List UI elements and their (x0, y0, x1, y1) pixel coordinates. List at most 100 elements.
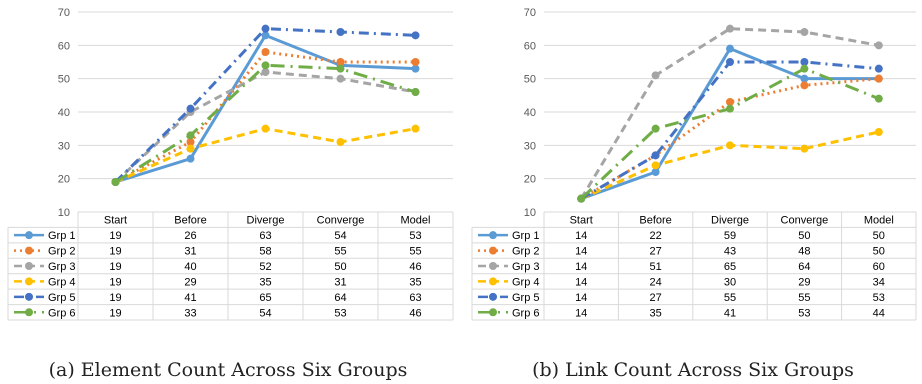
legend-label: Grp 6 (48, 307, 76, 319)
table-cell-value: 53 (873, 292, 885, 304)
table-cell-value: 14 (575, 261, 587, 273)
data-point (337, 28, 345, 36)
legend-label: Grp 4 (48, 276, 76, 288)
table-cell-value: 50 (334, 261, 346, 273)
x-category-label: Before (174, 215, 206, 227)
table-cell-value: 60 (873, 261, 885, 273)
table-cell-value: 19 (109, 246, 121, 258)
table-cell-value: 46 (409, 307, 421, 319)
data-point (187, 145, 195, 153)
x-category-label: Model (401, 215, 431, 227)
table-cell-value: 63 (409, 292, 421, 304)
series-line (116, 129, 416, 182)
legend-label: Grp 2 (512, 246, 540, 258)
table-cell-value: 34 (873, 276, 885, 288)
table-cell-value: 35 (409, 276, 421, 288)
data-point (875, 65, 883, 73)
data-point (412, 58, 420, 66)
legend-key-marker (25, 293, 33, 301)
data-point (726, 45, 734, 53)
data-point (726, 141, 734, 149)
legend-key-marker (25, 308, 33, 316)
legend-label: Grp 1 (48, 230, 76, 242)
legend-label: Grp 5 (512, 292, 540, 304)
table-cell-value: 22 (649, 230, 661, 242)
data-point (187, 131, 195, 139)
table-cell-value: 27 (649, 246, 661, 258)
caption-a: (a) Element Count Across Six Groups (49, 359, 408, 381)
table-cell-value: 40 (184, 261, 196, 273)
data-point (187, 105, 195, 113)
data-point (412, 125, 420, 133)
table-cell-value: 58 (259, 246, 271, 258)
series-line (581, 49, 879, 199)
y-tick-label: 70 (58, 7, 70, 19)
series-line (581, 79, 879, 199)
data-point (577, 195, 585, 203)
data-point (412, 31, 420, 39)
data-point (652, 151, 660, 159)
table-cell-value: 55 (334, 246, 346, 258)
y-tick-label: 70 (524, 7, 536, 19)
table-cell-value: 54 (334, 230, 346, 242)
data-point (800, 145, 808, 153)
table-cell-value: 35 (259, 276, 271, 288)
legend-key-marker (25, 247, 33, 255)
table-cell-value: 33 (184, 307, 196, 319)
table-cell-value: 31 (184, 246, 196, 258)
legend-key-marker (489, 277, 497, 285)
data-point (652, 161, 660, 169)
table-cell-value: 53 (334, 307, 346, 319)
y-tick-label: 20 (58, 174, 70, 186)
data-point (800, 28, 808, 36)
legend-label: Grp 2 (48, 246, 76, 258)
table-cell-value: 29 (184, 276, 196, 288)
table-cell-value: 55 (798, 292, 810, 304)
x-category-label: Start (104, 215, 127, 227)
legend-label: Grp 1 (512, 230, 540, 242)
y-tick-label: 50 (58, 74, 70, 86)
table-cell-value: 65 (259, 292, 271, 304)
caption-b: (b) Link Count Across Six Groups (532, 359, 854, 381)
x-category-label: Diverge (711, 215, 749, 227)
table-cell-value: 19 (109, 276, 121, 288)
chart-panel-b: 10 20 30 40 50 60 70 Start Before Diverge Converge… (472, 7, 916, 320)
data-point (412, 88, 420, 96)
data-point (800, 81, 808, 89)
table-cell-value: 53 (798, 307, 810, 319)
y-tick-label: 10 (58, 207, 70, 219)
data-point (337, 75, 345, 83)
table-cell-value: 35 (649, 307, 661, 319)
table-cell-value: 55 (409, 246, 421, 258)
legend-key-marker (489, 247, 497, 255)
table-cell-value: 46 (409, 261, 421, 273)
table-cell-value: 55 (724, 292, 736, 304)
data-point (262, 25, 270, 33)
table-cell-value: 44 (873, 307, 885, 319)
legend-key-marker (489, 308, 497, 316)
y-tick-label: 60 (524, 40, 536, 52)
table-cell-value: 64 (798, 261, 810, 273)
table-cell-value: 64 (334, 292, 346, 304)
table-cell-value: 14 (575, 292, 587, 304)
data-point (875, 75, 883, 83)
table-cell-value: 51 (649, 261, 661, 273)
x-category-label: Diverge (247, 215, 285, 227)
table-cell-value: 65 (724, 261, 736, 273)
data-point (652, 125, 660, 133)
y-tick-label: 30 (524, 140, 536, 152)
y-tick-label: 60 (58, 40, 70, 52)
y-tick-label: 50 (524, 74, 536, 86)
legend-label: Grp 6 (512, 307, 540, 319)
x-category-label: Start (570, 215, 593, 227)
legend-key-marker (489, 231, 497, 239)
table-cell-value: 14 (575, 246, 587, 258)
series-line (581, 69, 879, 199)
data-point (337, 138, 345, 146)
legend-key-marker (25, 277, 33, 285)
table-cell-value: 59 (724, 230, 736, 242)
x-category-label: Model (864, 215, 894, 227)
data-point (875, 128, 883, 136)
table-cell-value: 14 (575, 307, 587, 319)
